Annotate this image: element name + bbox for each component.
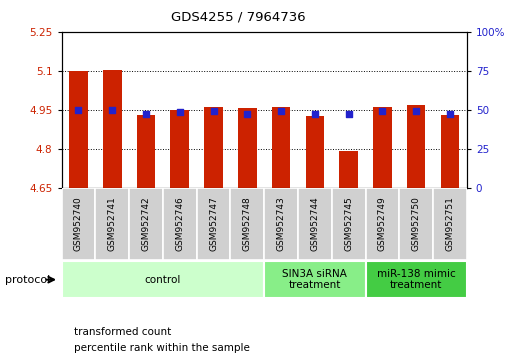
Point <box>243 111 251 116</box>
Text: GSM952743: GSM952743 <box>277 196 286 251</box>
Text: control: control <box>145 275 181 285</box>
Text: percentile rank within the sample: percentile rank within the sample <box>74 343 250 353</box>
FancyBboxPatch shape <box>95 188 129 260</box>
FancyBboxPatch shape <box>433 188 467 260</box>
FancyBboxPatch shape <box>365 188 399 260</box>
Text: GSM952740: GSM952740 <box>74 196 83 251</box>
Text: protocol: protocol <box>5 275 50 285</box>
Text: GSM952746: GSM952746 <box>175 196 184 251</box>
FancyBboxPatch shape <box>129 188 163 260</box>
Text: miR-138 mimic
treatment: miR-138 mimic treatment <box>377 269 456 291</box>
Point <box>108 107 116 113</box>
Bar <box>441 115 459 188</box>
Point <box>412 108 420 114</box>
Text: GSM952748: GSM952748 <box>243 196 252 251</box>
Text: GSM952742: GSM952742 <box>142 196 150 251</box>
Bar <box>170 110 189 188</box>
Text: GSM952750: GSM952750 <box>411 196 421 251</box>
Point <box>142 111 150 116</box>
FancyBboxPatch shape <box>298 188 332 260</box>
Bar <box>407 104 425 188</box>
Bar <box>306 116 324 188</box>
Text: GSM952741: GSM952741 <box>108 196 117 251</box>
Text: GSM952744: GSM952744 <box>310 196 320 251</box>
FancyBboxPatch shape <box>264 188 298 260</box>
FancyBboxPatch shape <box>365 261 467 298</box>
Bar <box>272 107 290 188</box>
Point <box>209 108 218 114</box>
Bar <box>339 151 358 188</box>
FancyBboxPatch shape <box>332 188 365 260</box>
Text: SIN3A siRNA
treatment: SIN3A siRNA treatment <box>283 269 347 291</box>
FancyBboxPatch shape <box>230 188 264 260</box>
FancyBboxPatch shape <box>264 261 365 298</box>
FancyBboxPatch shape <box>62 188 95 260</box>
Bar <box>136 115 155 188</box>
Text: GDS4255 / 7964736: GDS4255 / 7964736 <box>171 11 306 24</box>
Text: GSM952745: GSM952745 <box>344 196 353 251</box>
Text: GSM952747: GSM952747 <box>209 196 218 251</box>
Text: GSM952749: GSM952749 <box>378 196 387 251</box>
FancyBboxPatch shape <box>196 188 230 260</box>
Bar <box>373 107 392 188</box>
FancyBboxPatch shape <box>62 261 264 298</box>
Point <box>175 109 184 115</box>
Text: transformed count: transformed count <box>74 327 172 337</box>
Point <box>74 107 83 113</box>
Point <box>345 111 353 116</box>
Point <box>446 111 454 116</box>
Bar <box>204 107 223 188</box>
Point <box>378 108 386 114</box>
FancyBboxPatch shape <box>163 188 196 260</box>
Bar <box>103 69 122 188</box>
FancyBboxPatch shape <box>399 188 433 260</box>
Text: GSM952751: GSM952751 <box>445 196 455 251</box>
Point <box>277 108 285 114</box>
Bar <box>69 71 88 188</box>
Point <box>311 111 319 116</box>
Bar <box>238 108 256 188</box>
